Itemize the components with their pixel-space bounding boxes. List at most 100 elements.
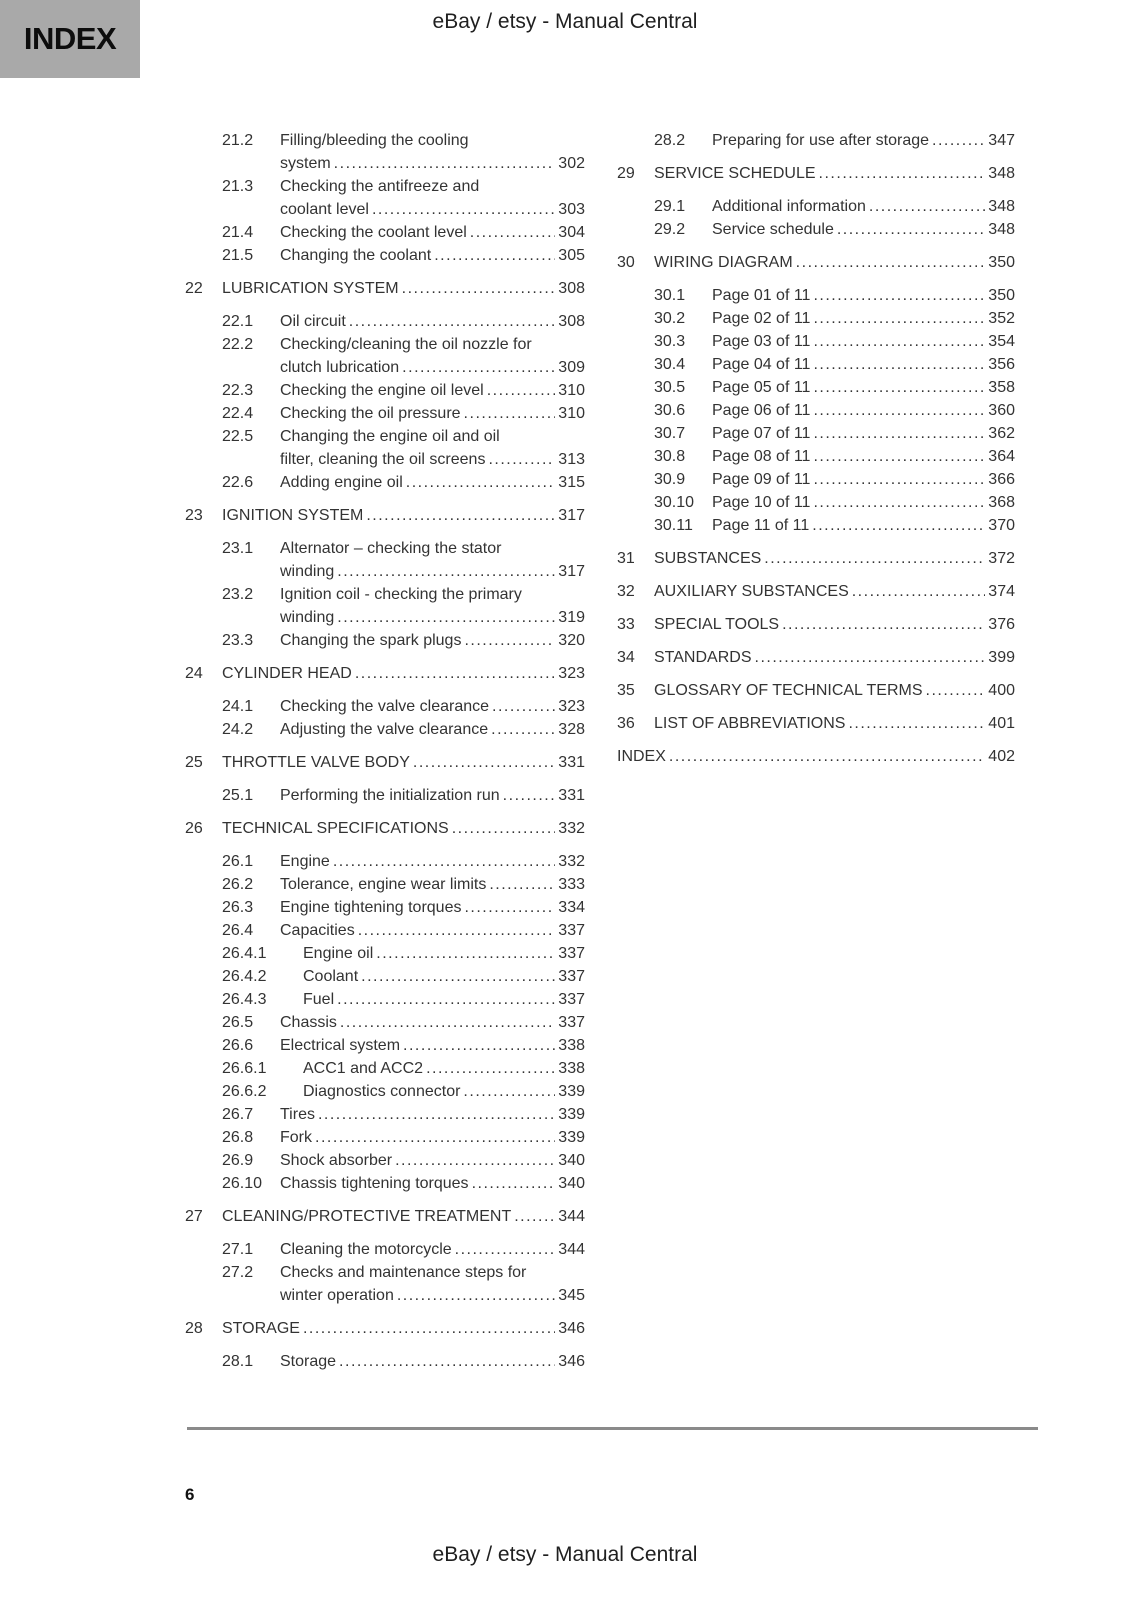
toc-entry: 21.5 Changing the coolant................… [185,244,585,267]
toc-entry-body: CYLINDER HEAD...........................… [222,662,585,685]
toc-entry-page: 302 [558,155,585,172]
toc-entry-lastline: TECHNICAL SPECIFICATIONS................… [222,817,585,840]
toc-entry-text: Additional information [712,198,866,215]
toc-entry-text: STANDARDS [654,649,752,666]
toc-entry-body: Additional information..................… [712,195,1015,218]
toc-entry-page: 400 [988,682,1015,699]
toc-entry-lastline: Chassis.................................… [280,1011,585,1034]
toc-entry-text: CLEANING/PROTECTIVE TREATMENT [222,1208,512,1225]
toc-entry-page: 303 [558,201,585,218]
toc-entry-body: Alternator – checking the stator winding.… [280,537,585,583]
toc-entry-page: 338 [558,1037,585,1054]
toc-entry-page: 366 [988,471,1015,488]
dot-leader: ........................................… [395,1152,555,1169]
toc-entry-number: 30.1 [654,287,686,304]
dot-leader: ........................................… [376,945,555,962]
toc-entry-body: Page 03 of 11...........................… [712,330,1015,353]
toc-entry-lastline: Page 09 of 11...........................… [712,468,1015,491]
toc-entry-number: 22.1 [222,313,254,330]
toc-entry-text: ACC1 and ACC2 [303,1060,424,1077]
toc-entry-lastline: filter, cleaning the oil screens........… [280,448,585,471]
toc-entry-lastline: Changing the coolant....................… [280,244,585,267]
toc-entry-page: 317 [558,563,585,580]
toc-entry-page: 346 [558,1320,585,1337]
toc-entry-text: Checking the coolant level [280,224,467,241]
toc-entry-text: Page 05 of 11 [712,379,811,396]
toc-entry-text: GLOSSARY OF TECHNICAL TERMS [654,682,923,699]
dot-leader: ........................................… [396,1287,555,1304]
toc-entry-body: Checking the valve clearance............… [280,695,585,718]
toc-entry-lastline: Changing the spark plugs................… [280,629,585,652]
toc-entry-body: SPECIAL TOOLS...........................… [654,613,1015,636]
toc-entry-number: 30 [617,254,635,271]
toc-entry: 35 GLOSSARY OF TECHNICAL TERMS...........… [617,679,1015,702]
toc-entry-number: 22.6 [222,474,254,491]
toc-entry: 24.2 Adjusting the valve clearance.......… [185,718,585,741]
toc-entry-body: Performing the initialization run.......… [280,784,585,807]
toc-entry-lastline: Page 06 of 11...........................… [712,399,1015,422]
toc-entry: 26.6 Electrical system...................… [185,1034,585,1057]
toc-entry-page: 332 [558,820,585,837]
toc-entry-body: Fuel....................................… [303,988,585,1011]
toc-entry-lastline: Engine oil..............................… [303,942,585,965]
toc-entry: 28.2 Preparing for use after storage.....… [617,129,1015,152]
toc-entry-body: Shock absorber..........................… [280,1149,585,1172]
toc-entry-lastline: winding.................................… [280,606,585,629]
toc-entry-lastline: INDEX...................................… [617,745,1015,768]
toc-entry-number: 26.4.3 [222,991,267,1008]
toc-entry-body: Capacities..............................… [280,919,585,942]
toc-entry-lastline: SPECIAL TOOLS...........................… [654,613,1015,636]
toc-entry: 22.3 Checking the engine oil level.......… [185,379,585,402]
toc-entry-text: Checking the oil pressure [280,405,461,422]
dot-leader: ........................................… [333,155,555,172]
toc-entry: 29.2 Service schedule....................… [617,218,1015,241]
toc-entry: 26.6.2 Diagnostics connector.............… [185,1080,585,1103]
toc-entry: 33 SPECIAL TOOLS.........................… [617,613,1015,636]
toc-entry-page: 402 [988,748,1015,765]
dot-leader: ........................................… [332,853,555,870]
toc-entry-page: 323 [558,698,585,715]
toc-entry-number: 28.1 [222,1353,254,1370]
toc-entry-page: 399 [988,649,1015,666]
toc-entry: 30.2 Page 02 of 11.......................… [617,307,1015,330]
toc-entry: 22.1 Oil circuit.........................… [185,310,585,333]
toc-entry-page: 337 [558,991,585,1008]
toc-entry-text: SERVICE SCHEDULE [654,165,816,182]
toc-entry-body: Ignition coil - checking the primary wind… [280,583,585,629]
toc-entry-text: Page 01 of 11 [712,287,811,304]
toc-entry: 30.1 Page 01 of 11.......................… [617,284,1015,307]
dot-leader: ........................................… [489,876,555,893]
toc-entry-text: Chassis tightening torques [280,1175,469,1192]
toc-entry-number: 32 [617,583,635,600]
toc-entry-number: 24 [185,665,203,682]
toc-entry-lastline: Adjusting the valve clearance...........… [280,718,585,741]
toc-entry-body: Adding engine oil.......................… [280,471,585,494]
toc-entry-page: 339 [558,1083,585,1100]
dot-leader: ........................................… [357,922,555,939]
toc-entry-body: SUBSTANCES..............................… [654,547,1015,570]
toc-entry-text: Fork [280,1129,312,1146]
dot-leader: ........................................… [464,632,555,649]
toc-entry-lastline: coolant level...........................… [280,198,585,221]
toc-entry-lastline: SERVICE SCHEDULE........................… [654,162,1015,185]
dot-leader: ........................................… [764,550,985,567]
toc-entry-text: Page 04 of 11 [712,356,811,373]
toc-entry-text: Preparing for use after storage [712,132,930,149]
toc-entry-number: 26.4.1 [222,945,267,962]
toc-entry-body: Page 11 of 11...........................… [712,514,1015,537]
toc-entry-text: Capacities [280,922,355,939]
toc-entry-page: 339 [558,1129,585,1146]
toc-entry-body: IGNITION SYSTEM.........................… [222,504,585,527]
toc-entry-text: Adding engine oil [280,474,403,491]
dot-leader: ........................................… [813,379,985,396]
toc-entry-lastline: winding.................................… [280,560,585,583]
toc-entry-page: 348 [988,198,1015,215]
toc-entry-number: 24.1 [222,698,254,715]
toc-entry: INDEX...................................… [617,745,1015,768]
toc-entry-page: 304 [558,224,585,241]
toc-entry: 28 STORAGE...............................… [185,1317,585,1340]
toc-entry-body: Engine oil..............................… [303,942,585,965]
toc-entry-number: 26.5 [222,1014,254,1031]
toc-entry: 23.2 Ignition coil - checking the primary… [185,583,585,629]
